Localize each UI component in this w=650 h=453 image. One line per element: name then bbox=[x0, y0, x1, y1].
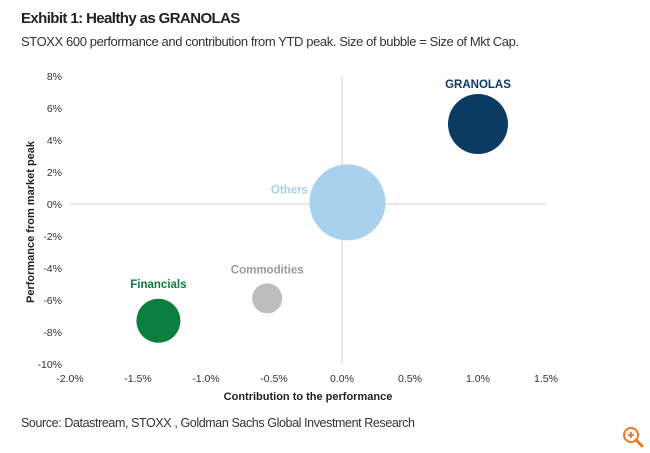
y-tick-label: 8% bbox=[47, 71, 62, 83]
y-tick-label: -2% bbox=[43, 231, 62, 243]
bubble-others bbox=[309, 164, 386, 241]
y-tick-label: 6% bbox=[47, 103, 62, 115]
y-tick-label: -6% bbox=[43, 295, 62, 307]
bubble-commodities bbox=[252, 283, 283, 314]
y-tick-label: -10% bbox=[37, 359, 62, 371]
bubble-financials bbox=[136, 298, 181, 343]
x-tick-label: -0.5% bbox=[260, 373, 287, 385]
bubble-label: Commodities bbox=[231, 264, 304, 276]
y-tick-label: -8% bbox=[43, 327, 62, 339]
chart-subtitle: STOXX 600 performance and contribution f… bbox=[21, 34, 519, 49]
bubble-label: GRANOLAS bbox=[445, 79, 511, 91]
x-tick-label: 1.5% bbox=[534, 373, 558, 385]
source-note: Source: Datastream, STOXX , Goldman Sach… bbox=[21, 416, 415, 430]
y-tick-label: -4% bbox=[43, 263, 62, 275]
x-tick-label: -1.5% bbox=[124, 373, 151, 385]
x-tick-label: -1.0% bbox=[192, 373, 219, 385]
x-tick-label: 0.5% bbox=[398, 373, 422, 385]
y-axis-label: Performance from market peak bbox=[25, 140, 37, 303]
bubble-label: Financials bbox=[130, 279, 186, 291]
y-tick-label: 0% bbox=[47, 199, 62, 211]
zoom-in-icon[interactable] bbox=[620, 424, 646, 450]
bubble-granolas bbox=[448, 94, 508, 154]
x-axis-label: Contribution to the performance bbox=[224, 391, 393, 403]
bubble-label: Others bbox=[271, 184, 308, 196]
chart-title: Exhibit 1: Healthy as GRANOLAS bbox=[21, 10, 240, 27]
x-tick-label: 1.0% bbox=[466, 373, 490, 385]
y-tick-label: 2% bbox=[47, 167, 62, 179]
y-tick-label: 4% bbox=[47, 135, 62, 147]
x-tick-label: 0.0% bbox=[330, 373, 354, 385]
x-tick-label: -2.0% bbox=[56, 373, 83, 385]
